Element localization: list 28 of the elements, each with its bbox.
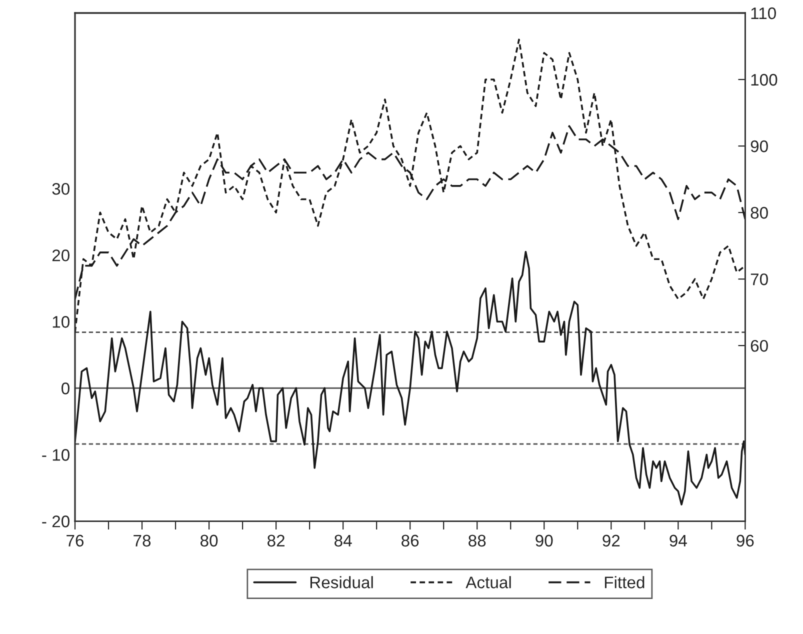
x-tick-label: 86: [402, 534, 419, 547]
y2-tick-label: 110: [751, 7, 776, 20]
x-tick-label: 94: [670, 534, 687, 547]
x-tick-label: 78: [134, 534, 151, 547]
x-tick-label: 96: [736, 534, 754, 547]
x-tick-label: 90: [536, 534, 553, 547]
legend-label: Residual: [310, 576, 373, 588]
y-tick-label: - 10: [42, 449, 70, 461]
line-series: [75, 38, 746, 334]
y2-tick-label: 70: [750, 273, 768, 286]
x-tick-label: 80: [200, 534, 218, 547]
x-tick-label: 82: [268, 534, 284, 547]
y-tick-label: 30: [52, 182, 70, 195]
x-tick-label: 88: [468, 534, 486, 547]
legend-label: Fitted: [604, 576, 644, 588]
y-tick-label: 0: [62, 382, 70, 394]
y-tick-label: - 20: [42, 516, 70, 528]
y-tick-label: 20: [52, 250, 70, 262]
x-tick-label: 92: [602, 534, 620, 547]
y2-tick-label: 80: [750, 206, 768, 219]
legend-label: Actual: [466, 576, 511, 588]
line-series: [75, 250, 746, 506]
y2-tick-label: 60: [750, 340, 768, 352]
y2-tick-label: 90: [750, 140, 768, 152]
x-tick-label: 84: [334, 534, 352, 547]
y2-tick-label: 100: [751, 74, 778, 86]
x-tick-label: 76: [66, 534, 84, 547]
y-tick-label: 10: [52, 316, 70, 328]
